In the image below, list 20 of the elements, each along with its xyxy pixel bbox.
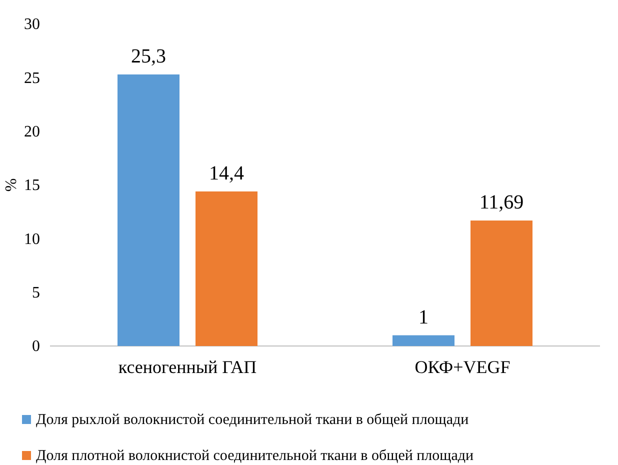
x-tick-label: ксеногенный ГАП <box>118 356 257 377</box>
data-label: 14,4 <box>209 162 244 184</box>
y-tick-label: 30 <box>24 16 40 34</box>
data-label: 1 <box>418 306 428 328</box>
y-axis-title: % <box>3 178 20 192</box>
bar <box>118 74 180 346</box>
legend-label: Доля рыхлой волокнистой соединительной ткани в общей площади <box>36 412 469 428</box>
y-tick-label: 25 <box>24 70 40 87</box>
y-tick-label: 15 <box>24 177 40 194</box>
bar <box>392 335 454 346</box>
y-tick-label: 20 <box>24 123 40 140</box>
legend-label: Доля плотной волокнистой соединительной ткани в общей площади <box>36 448 474 464</box>
x-tick-label: ОКФ+VEGF <box>414 356 510 377</box>
bar <box>470 220 532 346</box>
y-tick-label: 0 <box>32 338 40 356</box>
data-label: 11,69 <box>479 192 524 214</box>
y-tick-label: 5 <box>32 284 40 302</box>
bar <box>196 191 258 346</box>
data-label: 25,3 <box>131 45 166 68</box>
y-tick-label: 10 <box>24 230 40 248</box>
